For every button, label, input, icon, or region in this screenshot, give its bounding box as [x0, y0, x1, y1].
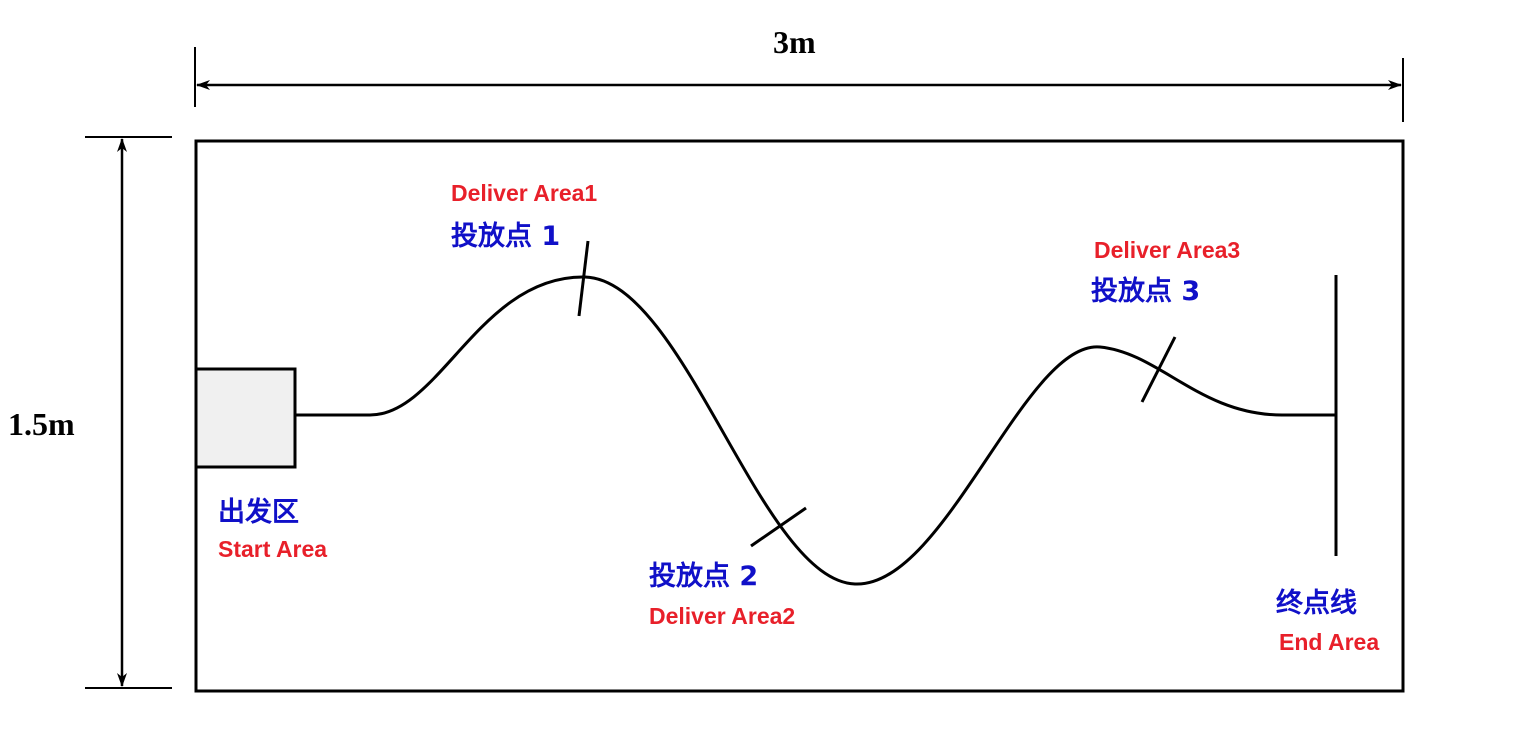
start-area-cn-label: 出发区: [218, 497, 299, 528]
deliver-area-1-cn-label: 投放点 1: [451, 221, 561, 252]
deliver-area-3-en-label: Deliver Area3: [1094, 237, 1241, 263]
deliver-area-1-en-label: Deliver Area1: [451, 180, 598, 206]
start-area-box: [194, 367, 297, 469]
deliver-area-2-cn-label: 投放点 2: [649, 561, 759, 592]
deliver-marker-1: [577, 240, 590, 317]
end-area-cn-label: 终点线: [1276, 588, 1357, 619]
start-area-en-label: Start Area: [218, 536, 328, 562]
deliver-area-3-cn-label: 投放点 3: [1091, 276, 1201, 307]
deliver-area-2-en-label: Deliver Area2: [649, 603, 796, 629]
deliver-marker-2: [750, 506, 807, 548]
width-label: 3m: [773, 24, 816, 60]
track-path: [295, 275, 1336, 586]
height-label: 1.5m: [8, 406, 75, 442]
deliver-marker-3: [1140, 336, 1177, 403]
end-area-en-label: End Area: [1279, 629, 1380, 655]
